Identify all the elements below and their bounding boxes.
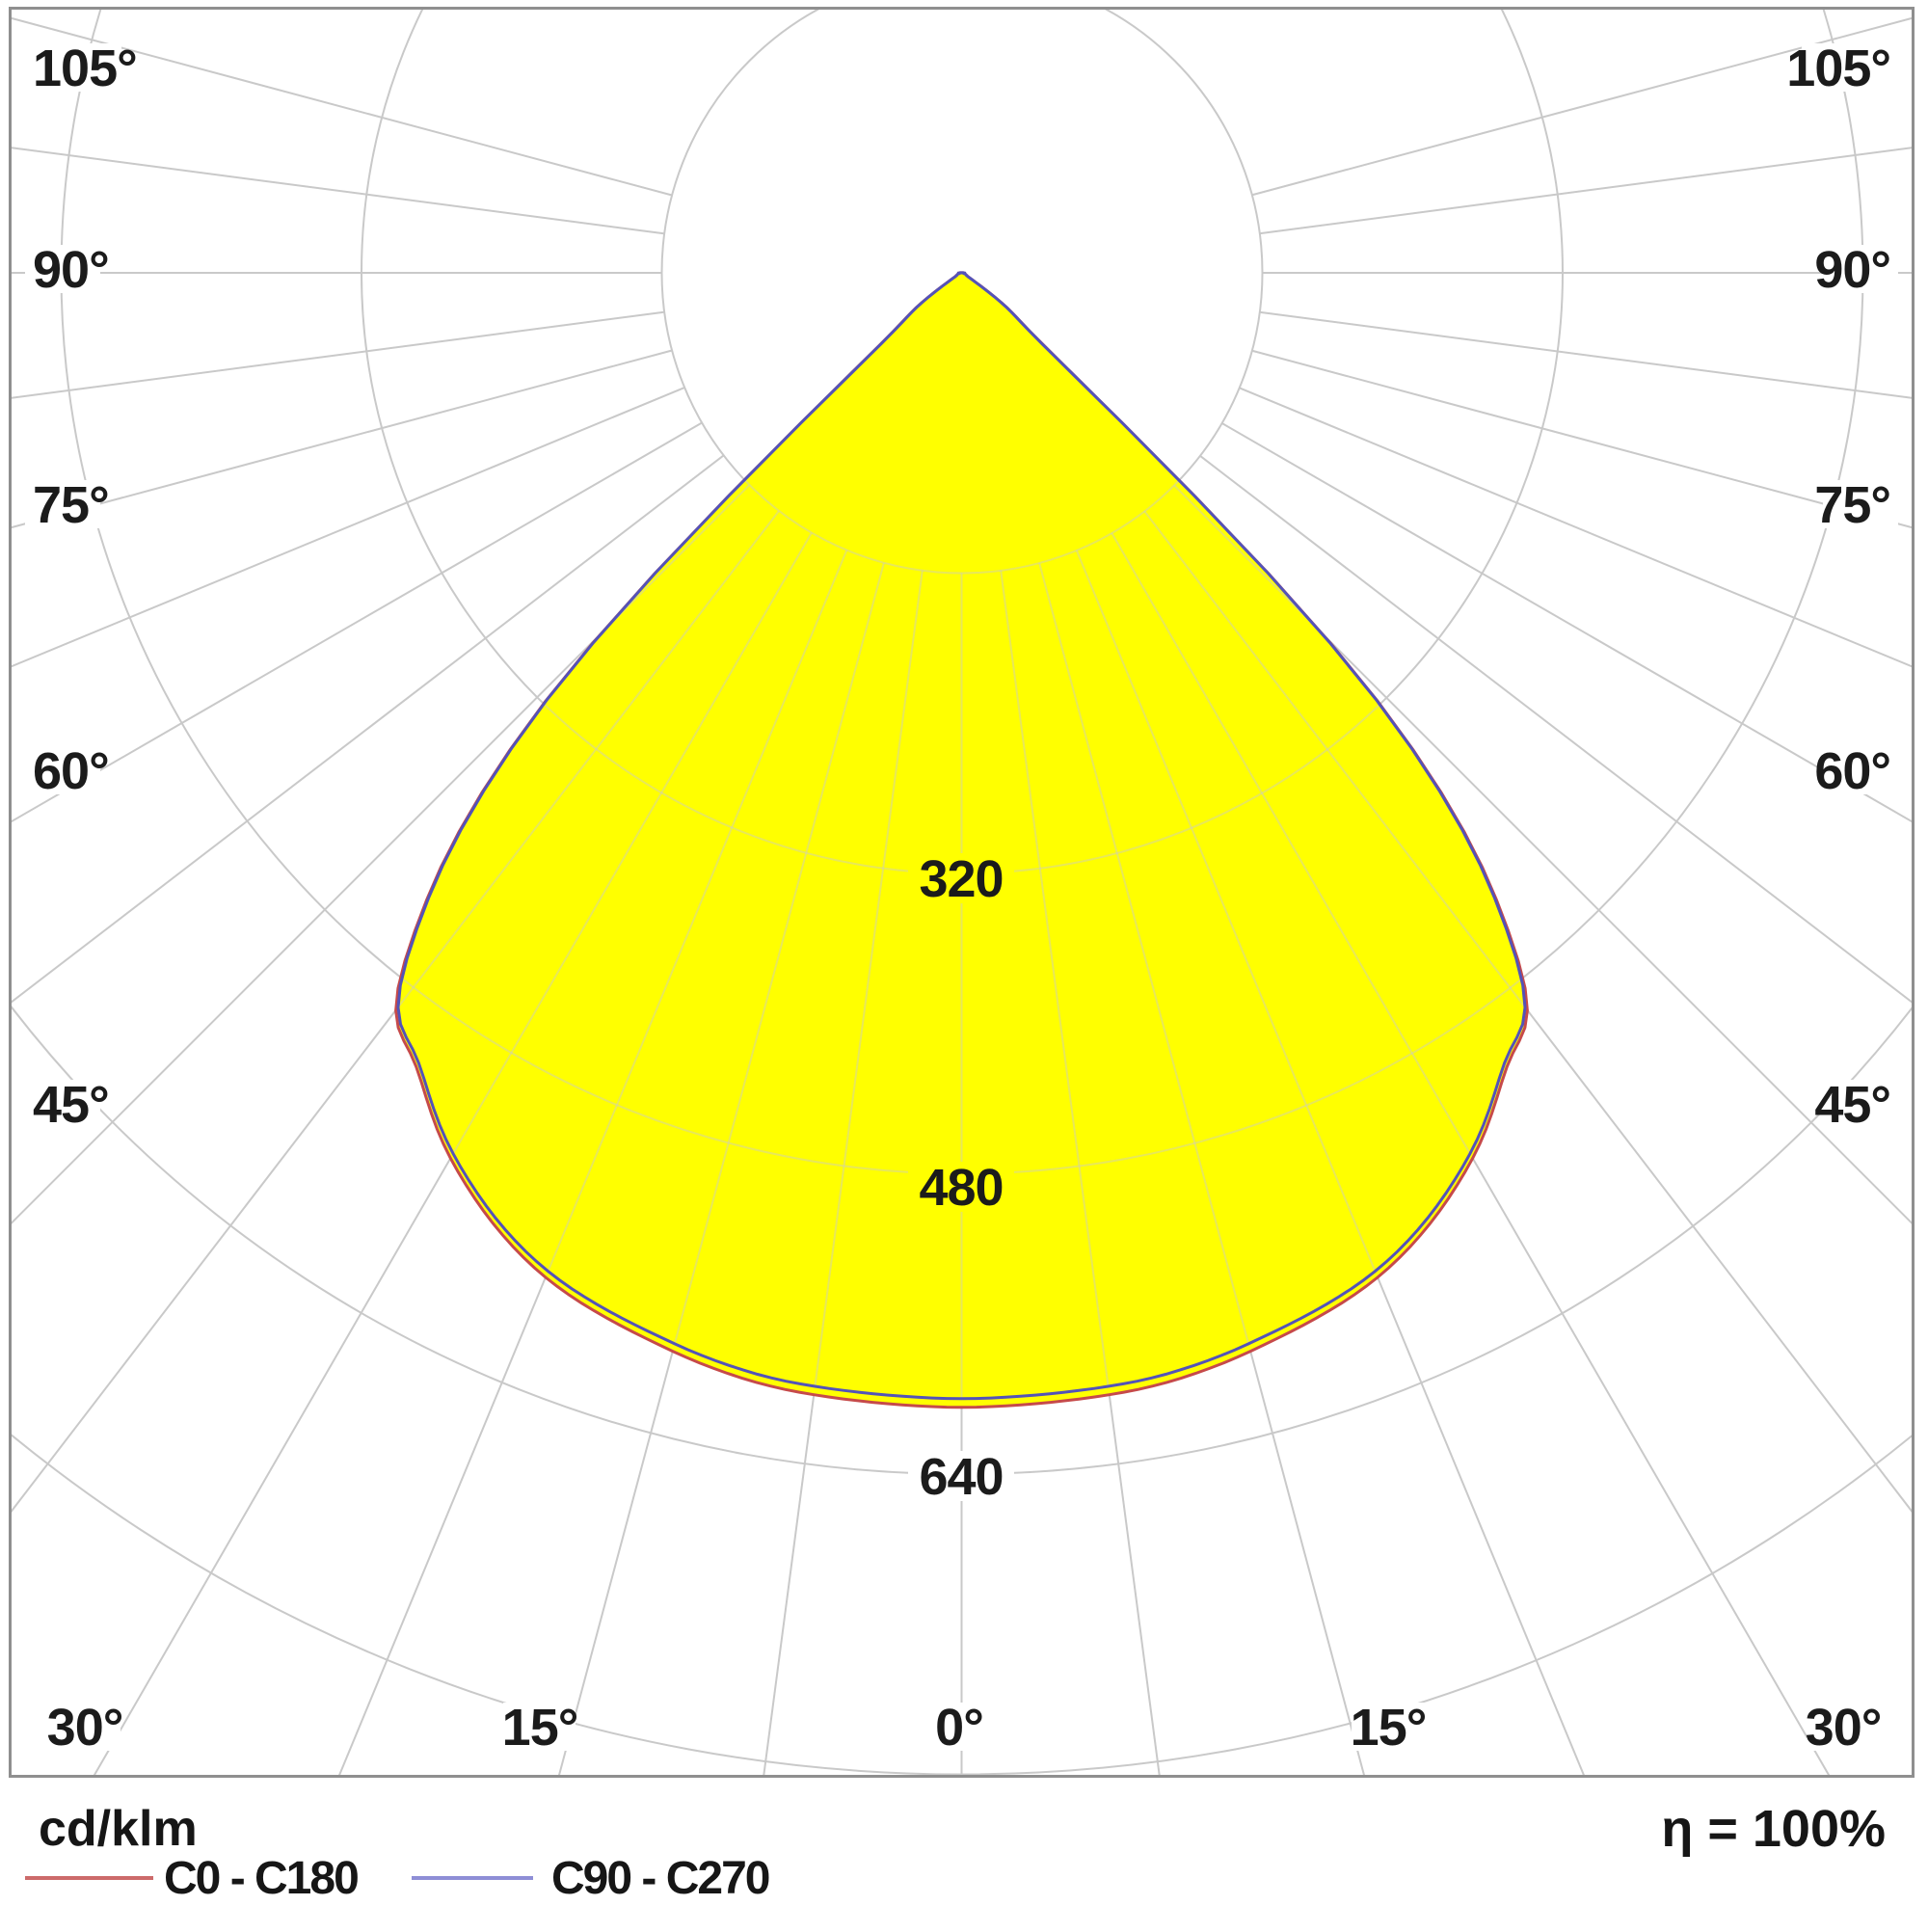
svg-text:C90 - C270: C90 - C270 [551,1853,769,1904]
svg-text:480: 480 [919,1159,1003,1217]
svg-text:75°: 75° [1814,476,1890,534]
svg-text:60°: 60° [1814,742,1890,800]
svg-text:90°: 90° [1814,241,1890,299]
svg-text:105°: 105° [1786,40,1890,97]
svg-text:30°: 30° [1806,1699,1882,1757]
svg-text:15°: 15° [1351,1699,1427,1757]
svg-text:105°: 105° [33,40,137,97]
svg-text:30°: 30° [47,1699,123,1757]
svg-text:15°: 15° [502,1699,578,1757]
svg-text:η = 100%: η = 100% [1661,1800,1886,1858]
svg-text:C0 - C180: C0 - C180 [164,1853,358,1904]
svg-text:75°: 75° [33,476,109,534]
svg-text:45°: 45° [1814,1076,1890,1134]
svg-text:45°: 45° [33,1076,109,1134]
svg-text:90°: 90° [33,241,109,299]
svg-text:0°: 0° [935,1699,983,1757]
svg-text:320: 320 [919,850,1003,908]
svg-text:60°: 60° [33,742,109,800]
svg-text:640: 640 [919,1448,1003,1506]
svg-text:cd/klm: cd/klm [39,1801,198,1857]
